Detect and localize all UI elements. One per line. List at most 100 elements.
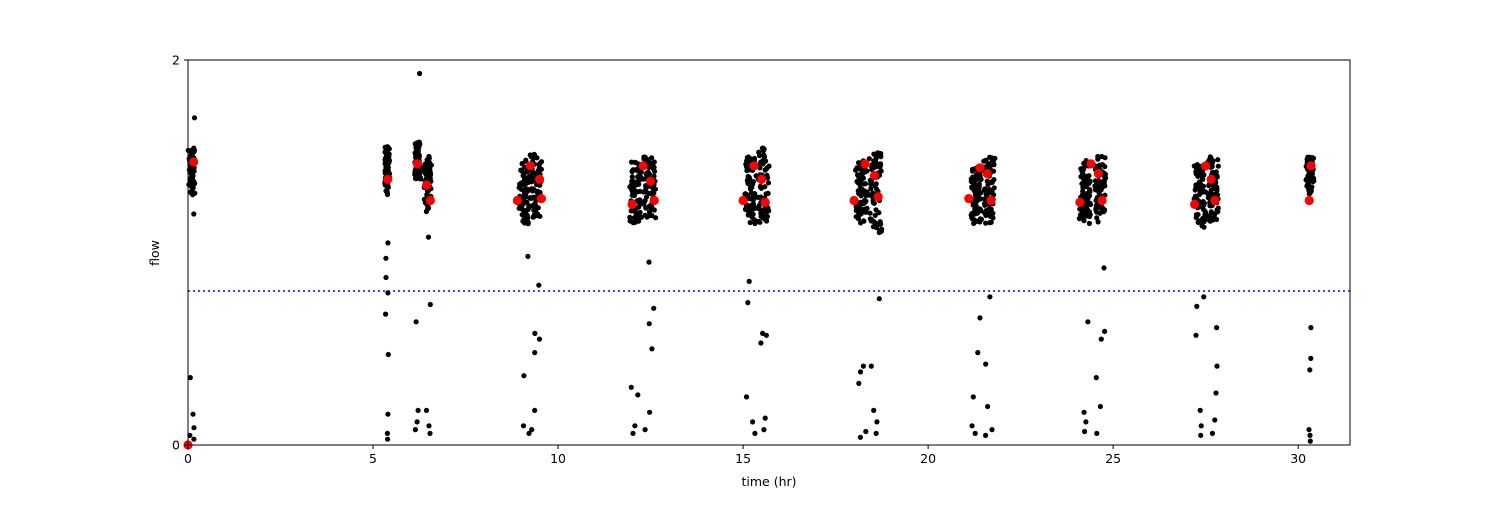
raw-point: [743, 394, 750, 400]
y-axis-label: flow: [147, 240, 162, 266]
marked-point: [975, 163, 985, 173]
x-tick-label: 10: [550, 451, 566, 466]
raw-point: [864, 205, 870, 211]
x-tick-label: 5: [369, 451, 377, 466]
raw-point: [975, 350, 981, 356]
raw-point: [1103, 175, 1109, 181]
raw-point: [636, 204, 642, 210]
raw-point: [750, 211, 756, 217]
marked-point: [757, 174, 767, 184]
raw-point: [978, 190, 984, 196]
raw-point: [538, 166, 545, 172]
marked-point: [1093, 169, 1103, 179]
raw-point: [521, 373, 527, 379]
raw-point: [529, 427, 535, 433]
x-tick-label: 15: [735, 451, 751, 466]
raw-point: [425, 205, 432, 211]
raw-point: [1200, 183, 1207, 189]
raw-point: [1194, 303, 1200, 309]
raw-point: [192, 190, 198, 196]
raw-point: [752, 430, 758, 436]
raw-point: [1307, 432, 1313, 438]
raw-point: [1102, 328, 1108, 334]
raw-point: [1102, 183, 1108, 189]
raw-point: [758, 340, 764, 346]
raw-point: [652, 186, 659, 192]
raw-point: [647, 409, 653, 415]
raw-point: [873, 430, 879, 436]
raw-point: [627, 214, 633, 220]
y-tick-label: 2: [172, 53, 180, 68]
marked-point: [1206, 174, 1216, 184]
raw-point: [1308, 325, 1314, 331]
raw-points-layer: [185, 70, 1317, 444]
raw-point: [1102, 207, 1108, 213]
raw-point: [1102, 164, 1108, 170]
raw-point: [537, 213, 543, 219]
marked-point: [964, 194, 974, 204]
marked-point: [1075, 197, 1085, 207]
raw-point: [1215, 157, 1221, 163]
raw-point: [538, 159, 545, 165]
raw-point: [878, 168, 884, 174]
raw-point: [1209, 164, 1215, 170]
marked-points-layer: [183, 157, 1316, 450]
marked-point: [860, 159, 870, 169]
raw-point: [991, 177, 997, 183]
raw-point: [871, 407, 877, 413]
raw-point: [757, 219, 763, 225]
raw-point: [983, 432, 989, 438]
raw-point: [860, 363, 867, 369]
raw-point: [536, 282, 542, 288]
raw-point: [970, 394, 976, 400]
raw-point: [761, 146, 767, 152]
raw-point: [1098, 336, 1104, 342]
raw-point: [426, 170, 433, 176]
raw-point: [746, 278, 752, 284]
raw-point: [745, 300, 751, 306]
raw-point: [764, 218, 770, 224]
raw-point: [383, 274, 389, 281]
marked-point: [649, 195, 659, 206]
raw-point: [532, 330, 538, 336]
raw-point: [1309, 184, 1315, 190]
plot-frame: [187, 59, 1351, 446]
raw-point: [762, 184, 768, 190]
raw-point: [1215, 163, 1221, 169]
raw-point: [1086, 220, 1092, 226]
raw-point: [1192, 187, 1198, 193]
raw-point: [536, 336, 543, 342]
raw-point: [383, 311, 389, 317]
raw-point: [1094, 430, 1100, 436]
raw-point: [1195, 211, 1201, 218]
raw-point: [756, 153, 763, 159]
raw-point: [1201, 172, 1207, 178]
raw-point: [412, 427, 418, 433]
marked-point: [869, 170, 880, 181]
raw-point: [871, 200, 877, 206]
raw-point: [1198, 423, 1204, 429]
raw-point: [1087, 189, 1093, 195]
raw-point: [525, 253, 531, 259]
marked-point: [189, 157, 199, 167]
raw-point: [427, 301, 433, 308]
raw-point: [978, 196, 984, 202]
raw-point: [1087, 178, 1093, 184]
raw-point: [532, 350, 538, 356]
raw-point: [987, 294, 993, 300]
raw-point: [651, 190, 657, 196]
raw-point: [1201, 200, 1208, 206]
marked-point: [412, 159, 422, 169]
raw-point: [534, 155, 540, 161]
marked-point: [1086, 159, 1096, 169]
marked-point: [536, 194, 547, 204]
raw-point: [983, 212, 989, 218]
raw-point: [757, 184, 764, 190]
raw-point: [990, 159, 996, 165]
raw-point: [384, 191, 391, 198]
raw-point: [1085, 319, 1091, 325]
raw-point: [427, 175, 433, 181]
marked-point: [849, 195, 859, 206]
raw-point: [383, 255, 389, 261]
raw-point: [868, 185, 874, 192]
